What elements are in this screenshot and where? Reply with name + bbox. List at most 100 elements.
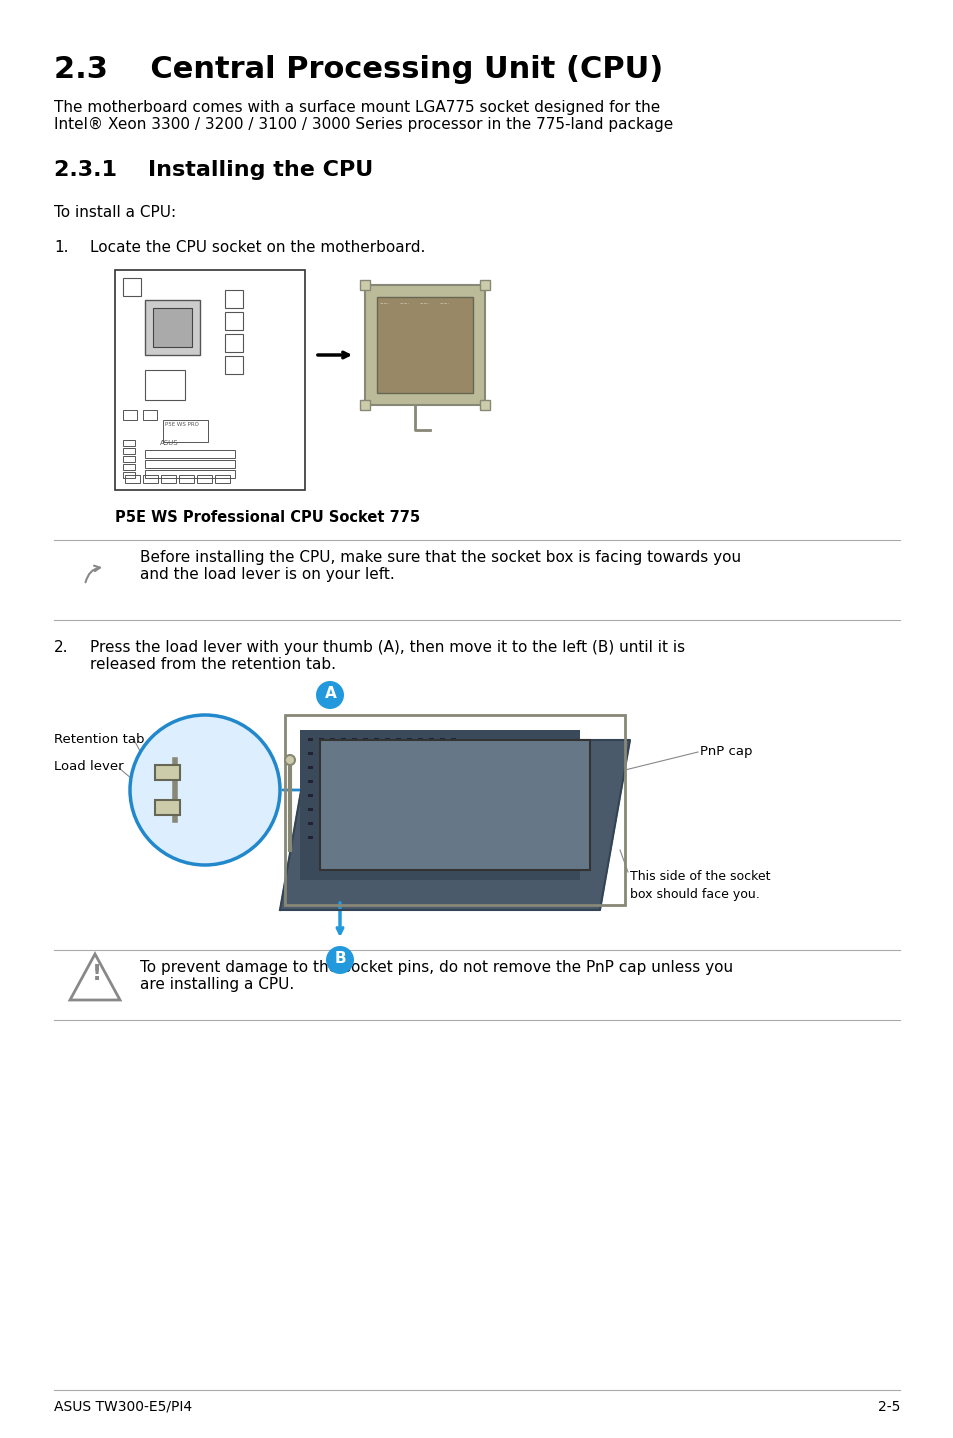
Bar — [225, 357, 243, 374]
Text: Press the load lever with your thumb (A), then move it to the left (B) until it : Press the load lever with your thumb (A)… — [90, 640, 684, 673]
Bar — [395, 752, 400, 755]
Bar — [154, 765, 180, 779]
Bar — [385, 794, 390, 797]
Bar — [395, 794, 400, 797]
Text: B: B — [335, 951, 346, 966]
Bar — [385, 808, 390, 811]
Circle shape — [285, 755, 294, 765]
Text: This side of the socket
box should face you.: This side of the socket box should face … — [629, 870, 770, 902]
Bar — [451, 835, 456, 838]
Bar — [407, 823, 412, 825]
Bar — [407, 752, 412, 755]
Bar — [479, 280, 490, 290]
Bar — [143, 410, 157, 420]
Bar — [363, 752, 368, 755]
Text: P5E WS Professional CPU Socket 775: P5E WS Professional CPU Socket 775 — [115, 510, 419, 525]
Text: PnP cap: PnP cap — [700, 745, 752, 758]
Bar — [451, 779, 456, 784]
Bar — [385, 779, 390, 784]
Bar — [352, 752, 356, 755]
Bar — [214, 475, 230, 483]
Bar — [154, 800, 180, 815]
Text: ASUS TW300-E5/PI4: ASUS TW300-E5/PI4 — [54, 1401, 192, 1414]
Bar — [330, 738, 335, 741]
Bar — [451, 808, 456, 811]
Bar — [318, 808, 324, 811]
Bar — [385, 835, 390, 838]
Bar — [385, 766, 390, 769]
Bar — [125, 475, 140, 483]
Bar — [340, 835, 346, 838]
Bar — [451, 823, 456, 825]
Bar — [363, 808, 368, 811]
Bar — [363, 823, 368, 825]
Bar — [417, 823, 422, 825]
Bar — [161, 475, 175, 483]
Bar — [363, 738, 368, 741]
Bar — [340, 766, 346, 769]
Bar — [385, 738, 390, 741]
Bar — [429, 752, 434, 755]
Bar — [407, 835, 412, 838]
Bar — [407, 794, 412, 797]
Bar — [439, 835, 444, 838]
Bar — [359, 400, 370, 410]
Bar — [395, 823, 400, 825]
Text: To install a CPU:: To install a CPU: — [54, 206, 176, 220]
Circle shape — [130, 715, 280, 866]
Text: 1.: 1. — [54, 240, 69, 255]
Bar — [407, 738, 412, 741]
Bar — [385, 823, 390, 825]
Bar — [340, 779, 346, 784]
Bar — [439, 823, 444, 825]
Text: 2.3.1    Installing the CPU: 2.3.1 Installing the CPU — [54, 160, 373, 180]
Bar — [451, 752, 456, 755]
Bar — [196, 475, 212, 483]
Bar — [145, 470, 234, 477]
Bar — [417, 766, 422, 769]
Bar — [365, 285, 484, 406]
Bar — [123, 410, 137, 420]
Bar — [395, 779, 400, 784]
Bar — [145, 460, 234, 467]
Bar — [225, 334, 243, 352]
Text: P5E WS PRO: P5E WS PRO — [165, 421, 198, 427]
Bar — [407, 808, 412, 811]
Bar — [374, 794, 378, 797]
Bar — [429, 738, 434, 741]
Bar — [374, 738, 378, 741]
Bar — [123, 440, 135, 446]
Bar — [352, 823, 356, 825]
Bar — [225, 290, 243, 308]
Bar — [330, 752, 335, 755]
Bar — [340, 808, 346, 811]
Bar — [395, 738, 400, 741]
Bar — [319, 741, 589, 870]
Bar — [374, 823, 378, 825]
Bar — [318, 794, 324, 797]
Bar — [318, 835, 324, 838]
Bar — [308, 779, 313, 784]
Circle shape — [315, 682, 344, 709]
Bar — [363, 766, 368, 769]
Bar — [308, 766, 313, 769]
Bar — [115, 270, 305, 490]
Bar — [330, 779, 335, 784]
Bar — [352, 738, 356, 741]
Bar — [429, 823, 434, 825]
Bar — [363, 794, 368, 797]
Bar — [451, 766, 456, 769]
Bar — [318, 738, 324, 741]
Text: Retention tab: Retention tab — [54, 733, 144, 746]
Bar — [395, 835, 400, 838]
Bar — [385, 752, 390, 755]
Bar — [439, 752, 444, 755]
Bar — [318, 766, 324, 769]
Bar — [152, 308, 192, 347]
Bar — [352, 766, 356, 769]
Bar — [479, 400, 490, 410]
Bar — [417, 779, 422, 784]
Bar — [330, 794, 335, 797]
Bar — [407, 779, 412, 784]
Bar — [179, 475, 193, 483]
